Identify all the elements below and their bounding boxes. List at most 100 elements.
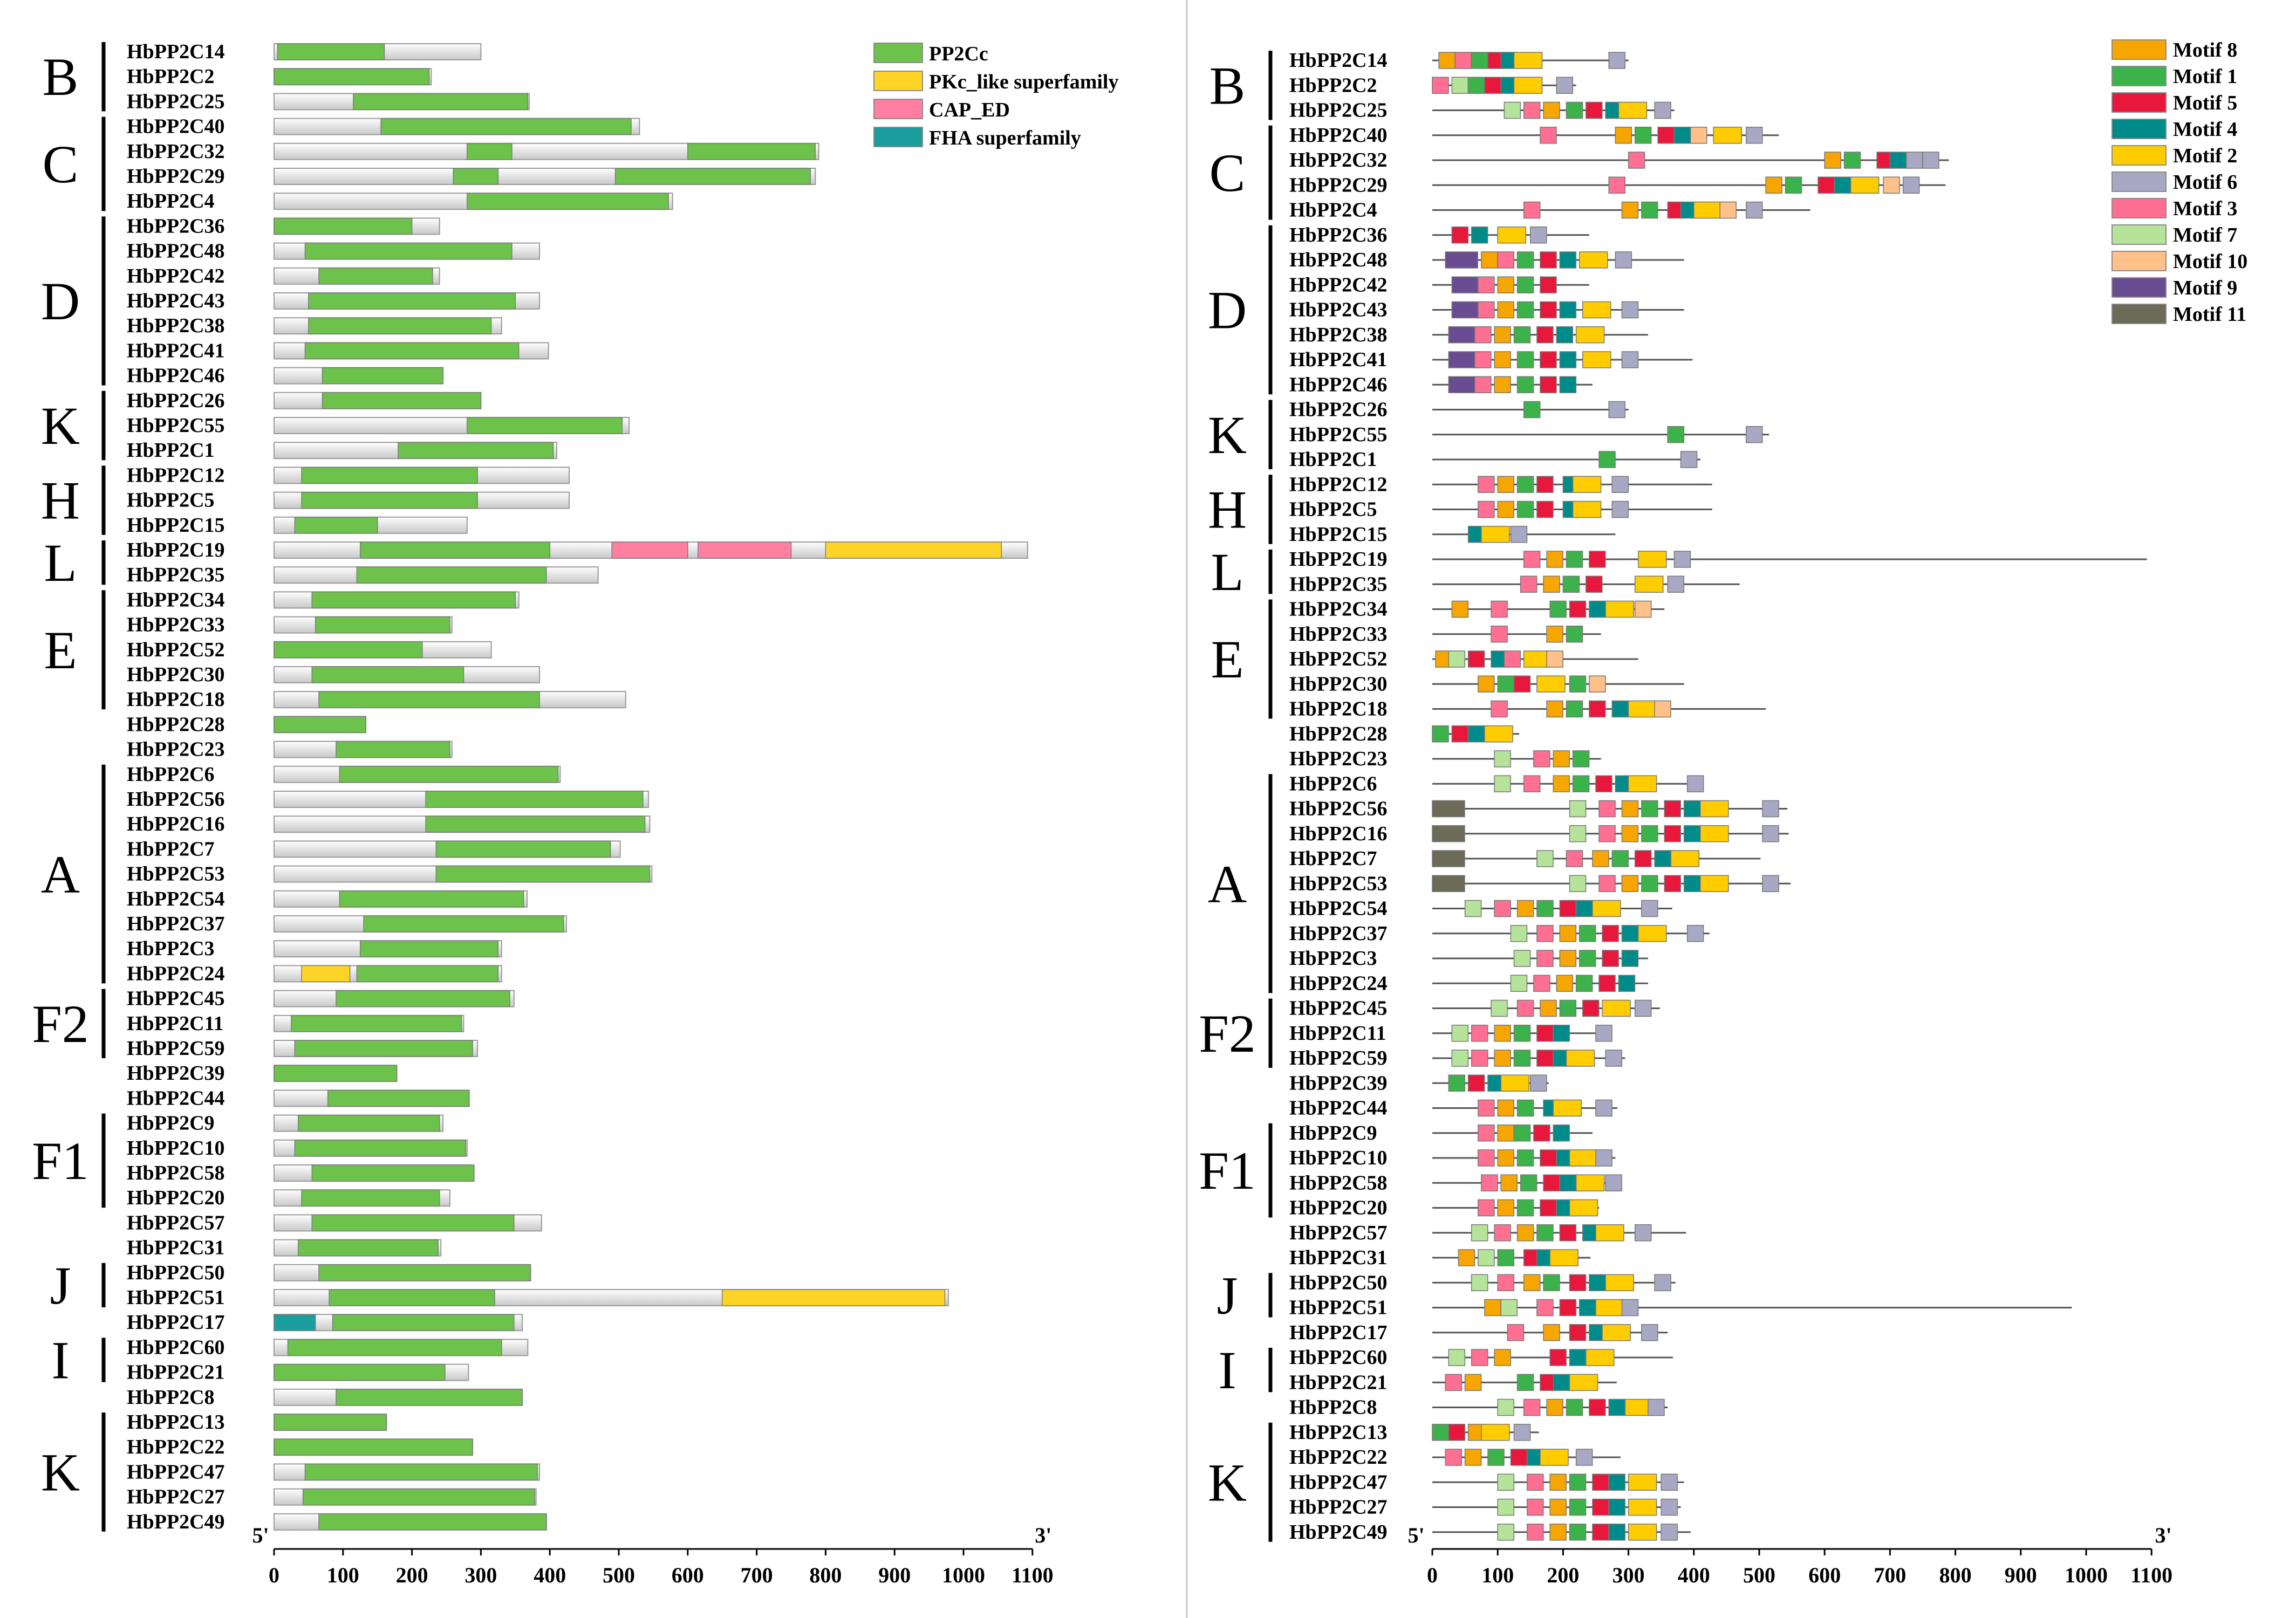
- legend-swatch: [2112, 224, 2167, 245]
- protein-row: HbPP2C34: [1289, 598, 1665, 621]
- motif-box: [1628, 775, 1657, 792]
- legend-swatch: [2112, 145, 2167, 166]
- protein-label: HbPP2C58: [127, 1162, 225, 1184]
- motif-box: [1566, 1050, 1595, 1067]
- protein-row: HbPP2C58: [1289, 1171, 1622, 1194]
- motif-box: [1513, 950, 1531, 967]
- motif-box: [1569, 1498, 1587, 1516]
- motif-box: [1638, 925, 1667, 942]
- motif-box: [1559, 251, 1577, 269]
- domain-bar: [301, 491, 478, 509]
- motif-box: [1516, 1374, 1534, 1391]
- motif-box: [1641, 1324, 1658, 1341]
- motif-box: [1621, 825, 1639, 842]
- protein-row: HbPP2C36: [1289, 224, 1589, 246]
- motif-box: [1516, 276, 1534, 293]
- protein-label: HbPP2C10: [1289, 1147, 1388, 1169]
- legend-swatch: [2112, 251, 2167, 271]
- motif-box: [1608, 401, 1625, 419]
- motif-box: [1746, 201, 1763, 219]
- protein-row: HbPP2C18: [1289, 698, 1766, 721]
- motif-box: [1451, 725, 1469, 743]
- motif-box: [1762, 800, 1779, 818]
- motif-box: [1549, 1473, 1567, 1491]
- protein-row: HbPP2C39: [127, 1062, 398, 1085]
- motif-box: [1536, 900, 1554, 917]
- protein-label: HbPP2C50: [127, 1262, 225, 1284]
- motif-box: [1546, 626, 1563, 643]
- motif-box: [1575, 975, 1593, 992]
- motif-box: [1540, 276, 1557, 293]
- domain-bar: [277, 43, 385, 60]
- motif-box: [1641, 900, 1658, 917]
- motif-box: [1523, 1398, 1541, 1416]
- motif-box: [1598, 451, 1616, 468]
- protein-row: HbPP2C24: [1289, 972, 1648, 995]
- motif-box: [1556, 326, 1574, 344]
- motif-box: [1497, 1274, 1514, 1291]
- protein-row: HbPP2C9: [127, 1112, 444, 1135]
- protein-row: HbPP2C49: [127, 1511, 547, 1533]
- domain-bar: [318, 691, 540, 708]
- protein-row: HbPP2C21: [127, 1361, 469, 1384]
- protein-label: HbPP2C9: [1289, 1122, 1377, 1144]
- motif-box: [1497, 227, 1526, 244]
- protein-label: HbPP2C29: [1289, 174, 1388, 196]
- axis-tick-label: 500: [603, 1563, 635, 1587]
- protein-row: HbPP2C46: [127, 365, 444, 387]
- domain-bar: [274, 1363, 446, 1381]
- axis-tick-label: 300: [464, 1563, 497, 1587]
- protein-row: HbPP2C3: [127, 937, 502, 960]
- motif-box: [1533, 750, 1550, 767]
- group-label: A: [1208, 854, 1247, 914]
- protein-row: HbPP2C60: [127, 1336, 529, 1359]
- motif-box: [1536, 476, 1554, 493]
- motif-box: [1566, 850, 1583, 867]
- protein-label: HbPP2C2: [1289, 74, 1377, 97]
- legend-swatch: [2112, 277, 2167, 298]
- protein-label: HbPP2C59: [127, 1037, 225, 1060]
- motif-box: [1516, 501, 1534, 518]
- legend-swatch: [2112, 172, 2167, 192]
- protein-row: HbPP2C23: [127, 738, 453, 761]
- motif-box: [1481, 526, 1510, 543]
- domain-bar: [614, 168, 811, 185]
- protein-row: HbPP2C48: [1289, 249, 1684, 271]
- protein-row: HbPP2C28: [1289, 723, 1520, 745]
- motif-box: [1559, 301, 1577, 319]
- protein-row: HbPP2C20: [127, 1187, 450, 1209]
- axis-start-label: 5': [252, 1523, 269, 1547]
- motif-box: [1575, 326, 1605, 344]
- protein-row: HbPP2C54: [127, 888, 528, 910]
- motif-box: [1553, 775, 1570, 792]
- motif-box: [1497, 251, 1514, 269]
- motif-box: [1634, 850, 1652, 867]
- domain-bar: [356, 566, 547, 584]
- motif-box: [1546, 700, 1563, 718]
- motif-box: [1454, 52, 1472, 69]
- protein-row: HbPP2C27: [1289, 1496, 1681, 1519]
- domain-bar: [274, 716, 366, 733]
- motif-box: [1513, 1424, 1531, 1441]
- motif-box: [1611, 476, 1629, 493]
- protein-row: HbPP2C38: [127, 314, 502, 337]
- protein-row: HbPP2C11: [127, 1012, 464, 1035]
- motif-box: [1589, 600, 1606, 618]
- motif-box: [1569, 1199, 1598, 1217]
- motif-box: [1566, 626, 1583, 643]
- protein-label: HbPP2C23: [127, 738, 225, 761]
- motif-box: [1497, 1199, 1514, 1217]
- axis-tick-label: 100: [327, 1563, 359, 1587]
- axis-start-label: 5': [1407, 1523, 1424, 1547]
- motif-box: [1595, 775, 1612, 792]
- motif-box: [1566, 700, 1583, 718]
- domain-bar: [687, 143, 816, 160]
- protein-label: HbPP2C30: [1289, 673, 1388, 695]
- motif-box: [1536, 1299, 1554, 1317]
- protein-row: HbPP2C43: [1289, 299, 1684, 321]
- protein-label: HbPP2C24: [1289, 972, 1388, 995]
- domain-bar: [294, 1040, 473, 1057]
- motif-box: [1762, 875, 1779, 892]
- axis-tick-label: 400: [1678, 1563, 1710, 1587]
- motif-box: [1448, 1424, 1466, 1441]
